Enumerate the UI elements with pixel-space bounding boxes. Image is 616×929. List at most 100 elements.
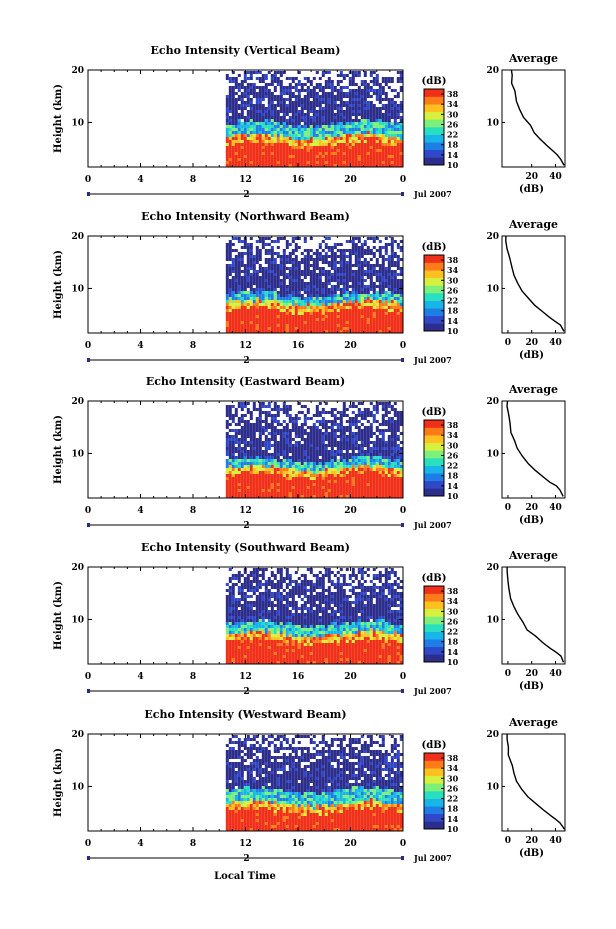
heatmap-cell — [372, 297, 376, 300]
heatmap-cell — [372, 417, 376, 420]
heatmap-cell — [294, 119, 298, 122]
heatmap-cell — [255, 146, 259, 149]
heatmap-cell — [372, 116, 376, 119]
heatmap-cell — [360, 131, 364, 134]
heatmap-cell — [303, 291, 307, 294]
heatmap-cell — [264, 128, 268, 131]
heatmap-cell — [255, 282, 259, 285]
heatmap-cell — [366, 324, 370, 327]
heatmap-cell — [330, 477, 334, 480]
heatmap-cell — [390, 405, 394, 408]
heatmap-cell — [294, 309, 298, 312]
heatmap-cell — [375, 315, 379, 318]
heatmap-cell — [381, 77, 385, 80]
heatmap-cell — [351, 107, 355, 110]
heatmap-cell — [282, 327, 286, 330]
heatmap-cell — [339, 128, 343, 131]
heatmap-cell — [330, 86, 334, 89]
heatmap-cell — [387, 420, 391, 423]
heatmap-cell — [366, 131, 370, 134]
heatmap-cell — [300, 480, 304, 483]
heatmap-cell — [318, 297, 322, 300]
heatmap-cell — [351, 104, 355, 107]
heatmap-cell — [243, 282, 247, 285]
heatmap-cell — [270, 438, 274, 441]
heatmap-cell — [315, 294, 319, 297]
heatmap-cell — [249, 243, 253, 246]
heatmap-cell — [351, 155, 355, 158]
heatmap-cell — [360, 453, 364, 456]
heatmap-cell — [381, 276, 385, 279]
heatmap-cell — [363, 152, 367, 155]
heatmap-cell — [276, 237, 280, 240]
heatmap-cell — [360, 119, 364, 122]
heatmap-cell — [279, 447, 283, 450]
heatmap-cell — [369, 125, 373, 128]
heatmap-cell — [285, 98, 289, 101]
heatmap-cell — [297, 456, 301, 459]
heatmap-cell — [297, 330, 301, 333]
heatmap-cell — [276, 447, 280, 450]
heatmap-cell — [285, 495, 289, 498]
heatmap-cell — [231, 474, 235, 477]
heatmap-cell — [315, 134, 319, 137]
heatmap-cell — [297, 471, 301, 474]
heatmap-cell — [351, 483, 355, 486]
heatmap-cell — [357, 459, 361, 462]
heatmap-cell — [348, 438, 352, 441]
heatmap-cell — [273, 306, 277, 309]
heatmap-cell — [276, 164, 280, 167]
heatmap-cell — [297, 237, 301, 240]
heatmap-cell — [345, 164, 349, 167]
heatmap-cell — [354, 270, 358, 273]
heatmap-cell — [378, 489, 382, 492]
heatmap-cell — [390, 309, 394, 312]
heatmap-cell — [324, 429, 328, 432]
heatmap-cell — [267, 495, 271, 498]
heatmap-cell — [273, 489, 277, 492]
heatmap-cell — [225, 98, 229, 101]
heatmap-cell — [267, 405, 271, 408]
heatmap-cell — [276, 146, 280, 149]
heatmap-cell — [237, 291, 241, 294]
heatmap-cell — [378, 492, 382, 495]
heatmap-cell — [375, 237, 379, 240]
heatmap-cell — [225, 252, 229, 255]
heatmap-cell — [357, 98, 361, 101]
heatmap-cell — [240, 107, 244, 110]
heatmap-cell — [369, 116, 373, 119]
heatmap-cell — [240, 447, 244, 450]
heatmap-cell — [234, 270, 238, 273]
heatmap-cell — [225, 489, 229, 492]
heatmap-cell — [330, 146, 334, 149]
heatmap-cell — [273, 417, 277, 420]
heatmap-cell — [234, 486, 238, 489]
heatmap-cell — [372, 414, 376, 417]
heatmap-cell — [369, 306, 373, 309]
heatmap-cell — [282, 456, 286, 459]
heatmap-cell — [252, 143, 256, 146]
heatmap-cell — [258, 240, 262, 243]
heatmap-cell — [228, 408, 232, 411]
heatmap-cell — [312, 291, 316, 294]
heatmap-cell — [381, 300, 385, 303]
heatmap-cell — [273, 429, 277, 432]
heatmap-cell — [321, 143, 325, 146]
heatmap-cell — [264, 330, 268, 333]
heatmap-cell — [237, 417, 241, 420]
heatmap-cell — [282, 315, 286, 318]
heatmap-cell — [351, 402, 355, 405]
heatmap-cell — [315, 161, 319, 164]
heatmap-cell — [288, 77, 292, 80]
heatmap-cell — [264, 116, 268, 119]
heatmap-cell — [267, 101, 271, 104]
heatmap-cell — [390, 429, 394, 432]
heatmap-cell — [357, 273, 361, 276]
heatmap-cell — [255, 447, 259, 450]
heatmap-cell — [270, 426, 274, 429]
heatmap-cell — [240, 318, 244, 321]
heatmap-cell — [231, 468, 235, 471]
heatmap-cell — [228, 80, 232, 83]
heatmap-cell — [363, 128, 367, 131]
heatmap-cell — [291, 110, 295, 113]
